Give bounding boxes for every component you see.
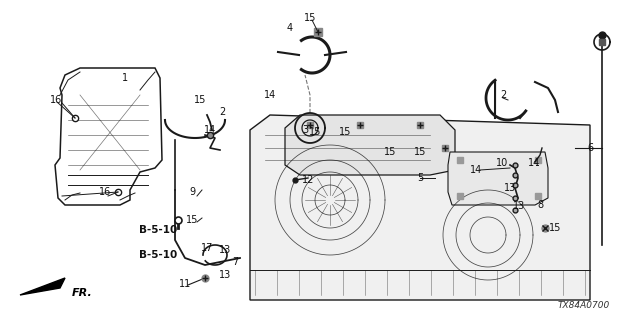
Text: 16: 16 [99,187,111,197]
Polygon shape [448,152,548,205]
Text: 14: 14 [264,90,276,100]
Text: FR.: FR. [72,288,93,298]
Text: 5: 5 [417,173,423,183]
Text: 15: 15 [384,147,396,157]
Text: 6: 6 [587,143,593,153]
Polygon shape [250,115,590,300]
Text: 1: 1 [122,73,128,83]
Text: 15: 15 [549,223,561,233]
Text: 13: 13 [219,270,231,280]
Text: 2: 2 [500,90,506,100]
Text: 13: 13 [504,183,516,193]
Text: 7: 7 [232,257,238,267]
Polygon shape [285,115,455,175]
Polygon shape [20,278,65,295]
Text: 16: 16 [50,95,62,105]
Text: 15: 15 [304,13,316,23]
Text: 14: 14 [204,125,216,135]
Text: 14: 14 [528,158,540,168]
Text: 2: 2 [219,107,225,117]
Text: 13: 13 [513,201,525,211]
Text: 10: 10 [496,158,508,168]
Text: 9: 9 [189,187,195,197]
Text: 15: 15 [194,95,206,105]
Text: 15: 15 [309,127,321,137]
Text: 15: 15 [186,215,198,225]
Text: 3: 3 [302,125,308,135]
Text: 17: 17 [201,243,213,253]
Text: 14: 14 [470,165,482,175]
Text: 15: 15 [414,147,426,157]
Text: 8: 8 [537,200,543,210]
Text: B-5-10: B-5-10 [139,250,177,260]
Text: 13: 13 [219,245,231,255]
Text: 11: 11 [179,279,191,289]
Text: B-5-10: B-5-10 [139,225,177,235]
Text: 12: 12 [302,175,314,185]
Text: 15: 15 [339,127,351,137]
Text: TX84A0700: TX84A0700 [557,301,610,310]
Text: 4: 4 [287,23,293,33]
